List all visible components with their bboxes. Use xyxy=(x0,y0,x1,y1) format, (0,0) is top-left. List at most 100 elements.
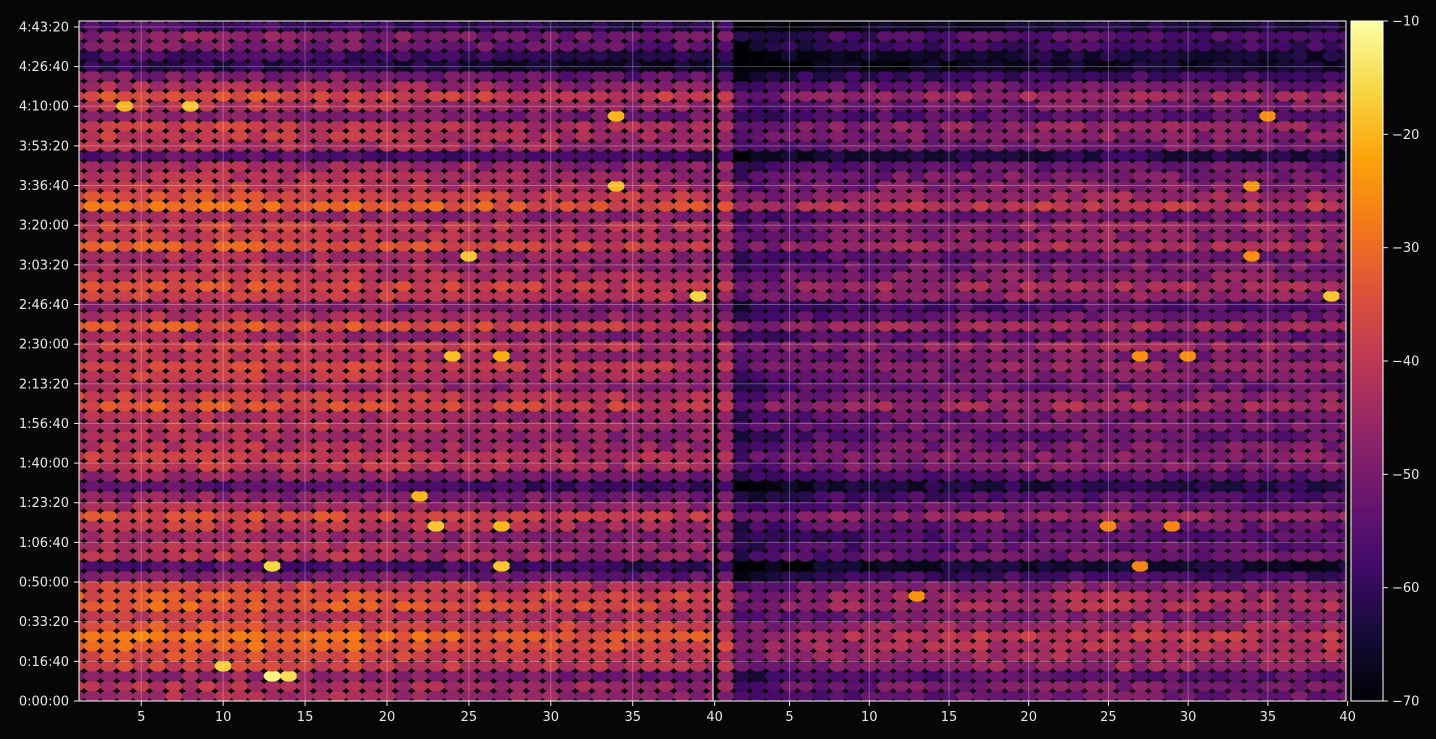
heatmap-cell xyxy=(525,550,544,562)
heatmap-cell xyxy=(280,100,298,112)
heatmap-cell xyxy=(493,80,511,92)
heatmap-cell xyxy=(689,590,707,602)
heatmap-cell xyxy=(1099,450,1117,462)
heatmap-cell xyxy=(1004,340,1022,352)
heatmap-cell xyxy=(1211,460,1229,472)
heatmap-cell xyxy=(749,380,767,392)
heatmap-cell xyxy=(812,690,830,701)
heatmap-cell xyxy=(812,360,831,372)
heatmap-cell xyxy=(1323,600,1341,612)
heatmap-cell xyxy=(460,460,478,472)
heatmap-cell xyxy=(1195,270,1213,282)
heatmap-cell xyxy=(1227,180,1245,192)
heatmap-cell xyxy=(876,200,894,212)
heatmap-cell xyxy=(575,190,593,202)
heatmap-cell xyxy=(1115,450,1133,462)
heatmap-cell xyxy=(378,480,396,492)
heatmap-cell xyxy=(1020,450,1038,462)
heatmap-cell xyxy=(796,300,815,312)
heatmap-cell xyxy=(624,630,642,642)
heatmap-cell xyxy=(460,570,478,582)
heatmap-cell xyxy=(706,300,713,312)
heatmap-cell xyxy=(1115,200,1133,212)
heatmap-cell xyxy=(542,170,560,182)
heatmap-cell xyxy=(956,160,974,172)
heatmap-cell xyxy=(1291,440,1309,452)
heatmap-cell xyxy=(230,170,249,182)
heatmap-cell xyxy=(312,240,331,252)
heatmap-cell xyxy=(924,480,942,492)
heatmap-cell xyxy=(1227,570,1245,582)
heatmap-cell xyxy=(1259,670,1277,682)
heatmap-cell xyxy=(525,40,544,52)
heatmap-cell xyxy=(607,530,625,542)
heatmap-cell xyxy=(892,290,910,302)
heatmap-cell xyxy=(280,390,298,402)
heatmap-cell xyxy=(656,290,675,302)
heatmap-cell xyxy=(706,50,713,62)
heatmap-cell xyxy=(132,120,150,132)
heatmap-cell xyxy=(411,100,429,112)
heatmap-cell xyxy=(940,180,958,192)
heatmap-cell xyxy=(624,160,642,172)
heatmap-cell xyxy=(198,670,216,682)
heatmap-cell xyxy=(247,100,265,112)
heatmap-cell xyxy=(656,680,675,692)
heatmap-cell xyxy=(876,230,894,242)
heatmap-cell xyxy=(640,40,658,52)
heatmap-cell xyxy=(591,430,609,442)
heatmap-cell xyxy=(988,290,1006,302)
heatmap-cell xyxy=(706,520,713,532)
heatmap-cell xyxy=(263,190,281,202)
heatmap-cell xyxy=(280,210,298,222)
heatmap-cell xyxy=(1179,540,1197,552)
heatmap-cell xyxy=(165,460,183,472)
heatmap-cell xyxy=(940,540,958,552)
heatmap-cell xyxy=(1291,650,1309,662)
heatmap-cell xyxy=(1179,290,1197,302)
heatmap-cell xyxy=(296,290,314,302)
heatmap-cell xyxy=(640,490,658,502)
heatmap-cell xyxy=(689,180,707,192)
heatmap-cell xyxy=(378,230,396,242)
heatmap-cell xyxy=(812,250,831,262)
heatmap-cell xyxy=(476,530,494,542)
heatmap-cell xyxy=(656,620,675,632)
heatmap-cell xyxy=(1147,680,1165,692)
heatmap-cell xyxy=(1052,220,1070,232)
heatmap-cell xyxy=(558,300,576,312)
heatmap-cell xyxy=(1243,630,1261,642)
heatmap-cell xyxy=(940,170,958,182)
heatmap-cell xyxy=(1020,380,1038,392)
heatmap-cell xyxy=(876,320,894,332)
heatmap-cell xyxy=(460,350,478,362)
heatmap-cell xyxy=(460,340,478,352)
heatmap-cell xyxy=(214,160,232,172)
heatmap-cell xyxy=(1211,670,1229,682)
heatmap-cell xyxy=(329,410,347,422)
heatmap-cell xyxy=(1227,360,1245,372)
heatmap-cell xyxy=(940,440,958,452)
heatmap-cell xyxy=(296,190,314,202)
heatmap-cell xyxy=(656,480,675,492)
heatmap-cell xyxy=(706,480,713,492)
heatmap-cell xyxy=(1339,690,1346,701)
heatmap-cell xyxy=(443,610,462,622)
heatmap-cell xyxy=(509,180,527,192)
heatmap-cell xyxy=(828,260,847,272)
heatmap-cell xyxy=(940,250,958,262)
heatmap-cell xyxy=(765,390,783,402)
heatmap-cell xyxy=(525,220,544,232)
heatmap-cell xyxy=(1243,540,1261,552)
heatmap-cell xyxy=(1052,560,1070,572)
heatmap-cell xyxy=(844,450,862,462)
heatmap-cell xyxy=(509,670,527,682)
heatmap-cell xyxy=(394,21,412,32)
heatmap-cell xyxy=(1067,630,1086,642)
heatmap-cell xyxy=(780,270,799,282)
heatmap-cell xyxy=(689,300,707,312)
heatmap-cell xyxy=(329,500,347,512)
heatmap-cell xyxy=(908,570,926,582)
heatmap-cell xyxy=(1036,400,1054,412)
heatmap-cell xyxy=(940,330,958,342)
